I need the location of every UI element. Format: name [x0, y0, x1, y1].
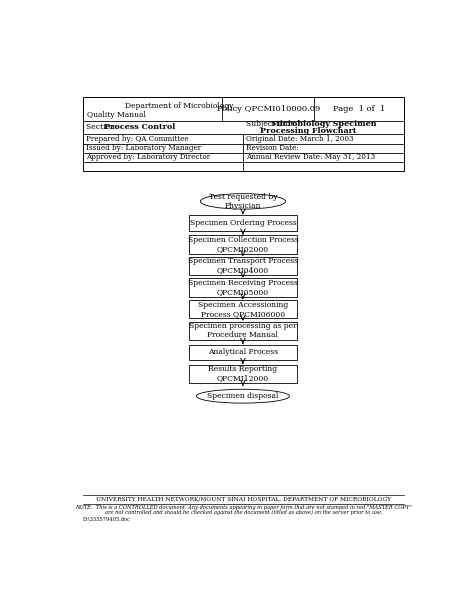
Text: Results Reporting
QPCMI12000: Results Reporting QPCMI12000 [209, 365, 277, 383]
Text: Test requested by
Physician: Test requested by Physician [209, 192, 277, 210]
Text: Section:: Section: [86, 123, 122, 131]
Text: Specimen disposal: Specimen disposal [207, 392, 279, 400]
Text: Microbiology Specimen: Microbiology Specimen [271, 120, 377, 128]
Text: Specimen Transport Process
QPCMI04000: Specimen Transport Process QPCMI04000 [188, 257, 298, 275]
Text: Department of Microbiology: Department of Microbiology [125, 102, 234, 110]
Text: Annual Review Date: May 31, 2013: Annual Review Date: May 31, 2013 [246, 153, 375, 161]
Text: Specimen processing as per
Procedure Manual: Specimen processing as per Procedure Man… [189, 322, 297, 340]
Ellipse shape [196, 389, 290, 403]
FancyBboxPatch shape [189, 345, 297, 360]
FancyBboxPatch shape [189, 215, 297, 230]
Text: Quality Manual: Quality Manual [87, 111, 146, 119]
Text: Processing Flowchart: Processing Flowchart [260, 127, 356, 135]
Text: NOTE:  This is a CONTROLLED document. Any documents appearing in paper form that: NOTE: This is a CONTROLLED document. Any… [75, 504, 412, 509]
FancyBboxPatch shape [189, 321, 297, 340]
FancyBboxPatch shape [189, 235, 297, 254]
Text: Specimen Collection Process
QPCMI02000: Specimen Collection Process QPCMI02000 [188, 236, 298, 253]
Text: Analytical Process: Analytical Process [208, 348, 278, 356]
Text: Original Date: March 1, 2003: Original Date: March 1, 2003 [246, 135, 354, 143]
FancyBboxPatch shape [82, 97, 404, 170]
Text: Revision Date:: Revision Date: [246, 144, 299, 152]
FancyBboxPatch shape [189, 365, 297, 383]
Text: are not controlled and should be checked against the document (titled as above) : are not controlled and should be checked… [105, 510, 382, 515]
Ellipse shape [201, 194, 285, 209]
FancyBboxPatch shape [189, 300, 297, 318]
Text: Approved by: Laboratory Director: Approved by: Laboratory Director [86, 153, 210, 161]
Text: Process Control: Process Control [104, 123, 175, 131]
Text: Subject Title:: Subject Title: [246, 120, 300, 128]
Text: Specimen Receiving Process
QPCMI05000: Specimen Receiving Process QPCMI05000 [188, 279, 298, 296]
Text: Specimen Ordering Process: Specimen Ordering Process [190, 219, 296, 227]
Text: D:\333579405.doc: D:\333579405.doc [82, 516, 130, 521]
Text: Policy QPCMI010000.09: Policy QPCMI010000.09 [217, 105, 320, 113]
FancyBboxPatch shape [189, 257, 297, 275]
Text: Prepared by: QA Committee: Prepared by: QA Committee [86, 135, 188, 143]
Text: Issued by: Laboratory Manager: Issued by: Laboratory Manager [86, 144, 201, 152]
Text: Specimen Accessioning
Process QPCMI06000: Specimen Accessioning Process QPCMI06000 [198, 300, 288, 318]
FancyBboxPatch shape [189, 278, 297, 297]
Text: Page  1 of  1: Page 1 of 1 [333, 105, 385, 113]
Text: UNIVERSITY HEALTH NETWORK/MOUNT SINAI HOSPITAL, DEPARTMENT OF MICROBIOLOGY: UNIVERSITY HEALTH NETWORK/MOUNT SINAI HO… [96, 497, 391, 502]
